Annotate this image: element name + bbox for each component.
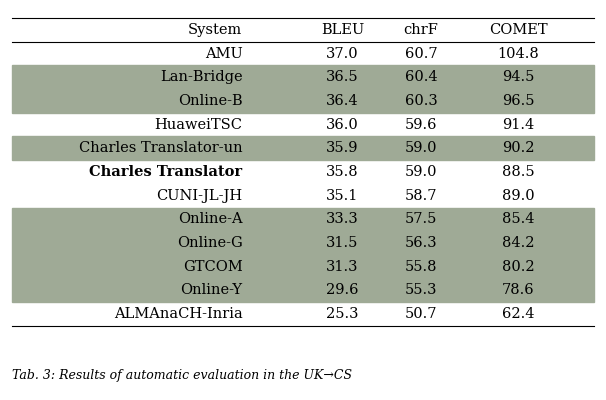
Text: 96.5: 96.5 <box>502 94 534 108</box>
Text: 33.3: 33.3 <box>326 212 359 226</box>
Text: 59.0: 59.0 <box>405 141 438 155</box>
Text: 35.8: 35.8 <box>326 165 359 179</box>
Text: HuaweiTSC: HuaweiTSC <box>155 118 242 132</box>
Text: 36.0: 36.0 <box>326 118 359 132</box>
Text: GTCOM: GTCOM <box>182 260 242 274</box>
Text: 91.4: 91.4 <box>502 118 534 132</box>
Text: Online-Y: Online-Y <box>180 284 242 298</box>
Text: 84.2: 84.2 <box>502 236 534 250</box>
Text: Tab. 3: Results of automatic evaluation in the UK→CS: Tab. 3: Results of automatic evaluation … <box>12 370 352 382</box>
Text: Online-G: Online-G <box>177 236 242 250</box>
Text: 36.4: 36.4 <box>326 94 359 108</box>
Text: 90.2: 90.2 <box>502 141 534 155</box>
Text: 55.3: 55.3 <box>405 284 438 298</box>
Text: 25.3: 25.3 <box>326 307 359 321</box>
Text: 89.0: 89.0 <box>502 189 534 203</box>
Text: BLEU: BLEU <box>321 23 364 37</box>
Text: COMET: COMET <box>489 23 547 37</box>
Text: 58.7: 58.7 <box>405 189 438 203</box>
Text: 31.5: 31.5 <box>326 236 359 250</box>
Text: 60.7: 60.7 <box>405 46 438 60</box>
Text: System: System <box>188 23 242 37</box>
Text: 59.0: 59.0 <box>405 165 438 179</box>
Text: 88.5: 88.5 <box>502 165 534 179</box>
Text: 60.4: 60.4 <box>405 70 438 84</box>
Text: 36.5: 36.5 <box>326 70 359 84</box>
Text: Online-B: Online-B <box>178 94 242 108</box>
Text: 94.5: 94.5 <box>502 70 534 84</box>
Text: 59.6: 59.6 <box>405 118 438 132</box>
Text: 29.6: 29.6 <box>326 284 359 298</box>
Text: chrF: chrF <box>404 23 439 37</box>
Text: 85.4: 85.4 <box>502 212 534 226</box>
Text: 57.5: 57.5 <box>405 212 438 226</box>
Text: 78.6: 78.6 <box>502 284 534 298</box>
Text: Charles Translator-un: Charles Translator-un <box>79 141 242 155</box>
Text: 56.3: 56.3 <box>405 236 438 250</box>
Text: 35.1: 35.1 <box>326 189 359 203</box>
Text: 37.0: 37.0 <box>326 46 359 60</box>
Text: 60.3: 60.3 <box>405 94 438 108</box>
Text: Lan-Bridge: Lan-Bridge <box>160 70 242 84</box>
Text: 80.2: 80.2 <box>502 260 534 274</box>
Text: CUNI-JL-JH: CUNI-JL-JH <box>156 189 242 203</box>
Text: 50.7: 50.7 <box>405 307 438 321</box>
Text: 62.4: 62.4 <box>502 307 534 321</box>
Text: AMU: AMU <box>205 46 242 60</box>
Text: 104.8: 104.8 <box>498 46 539 60</box>
Text: 35.9: 35.9 <box>326 141 359 155</box>
Text: Charles Translator: Charles Translator <box>89 165 242 179</box>
Text: 55.8: 55.8 <box>405 260 438 274</box>
Text: Online-A: Online-A <box>178 212 242 226</box>
Text: ALMAnaCH-Inria: ALMAnaCH-Inria <box>114 307 242 321</box>
Text: 31.3: 31.3 <box>326 260 359 274</box>
